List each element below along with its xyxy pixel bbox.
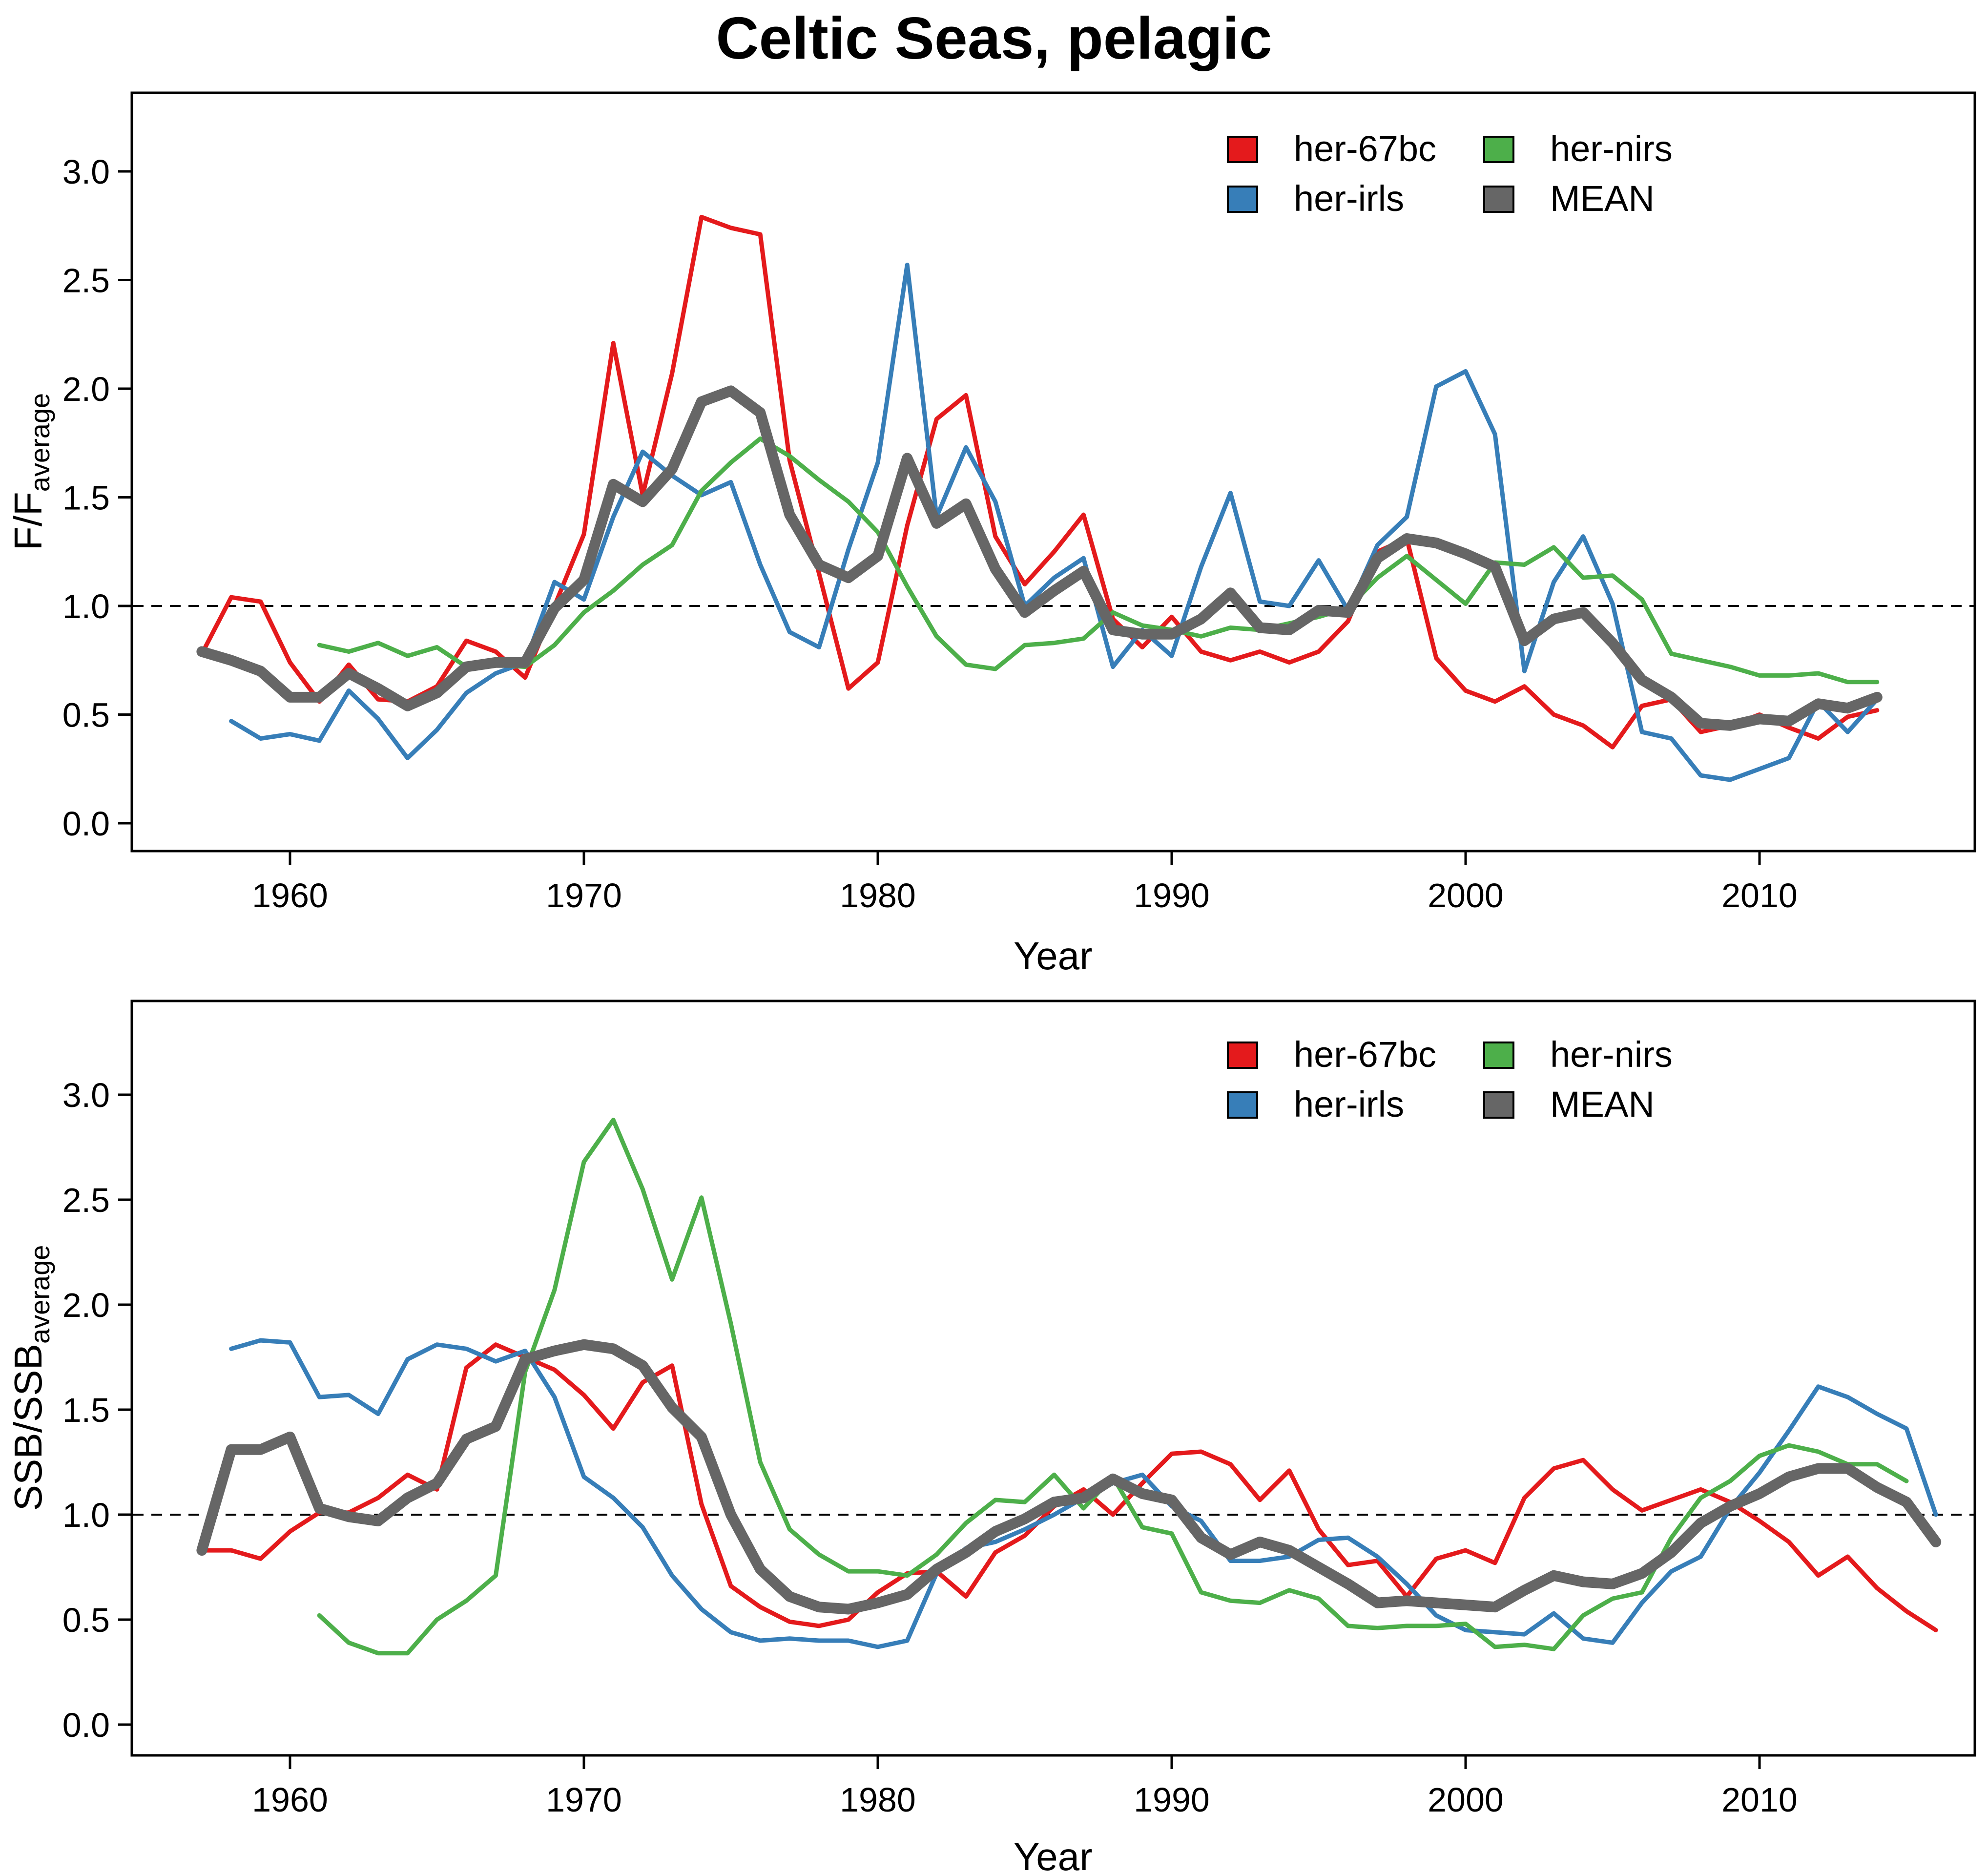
bottom-x-tick-label: 1970 [546, 1781, 622, 1819]
bottom-legend-label-mean: MEAN [1550, 1084, 1655, 1125]
top-legend: her-67bc her-nirs her-irls MEAN [1227, 128, 1673, 219]
bottom-y-axis-title: SSB/SSBaverage [6, 1245, 55, 1511]
top-y-axis-title-main: F/F [6, 492, 50, 550]
top-y-tick-label: 3.0 [62, 153, 110, 191]
bottom-legend-label-her-irls: her-irls [1294, 1084, 1404, 1125]
bottom-x-tick-label: 2010 [1721, 1781, 1798, 1819]
bottom-y-tick-label: 0.5 [62, 1601, 110, 1639]
top-legend-swatch-her-irls [1227, 186, 1258, 213]
figure-title: Celtic Seas, pelagic [716, 5, 1272, 71]
bottom-series-lines [196, 1118, 1942, 1656]
bottom-plot-frame [130, 1000, 1976, 1757]
bottom-y-tick-marks: 0.0 0.5 1.0 1.5 2.0 2.5 3.0 [62, 1076, 132, 1744]
top-x-axis-title: Year [1014, 934, 1093, 978]
top-legend-item-mean: MEAN [1483, 178, 1655, 219]
top-legend-label-her-nirs: her-nirs [1550, 128, 1673, 169]
top-x-tick-label: 2010 [1721, 876, 1798, 915]
bottom-y-tick-label: 0.0 [62, 1706, 110, 1744]
top-legend-item-her-67bc: her-67bc [1227, 128, 1436, 169]
top-series-her-nirs [317, 436, 1880, 685]
bottom-x-tick-label: 1960 [252, 1781, 328, 1819]
top-x-tick-label: 1960 [252, 876, 328, 915]
top-y-tick-label: 1.5 [62, 479, 110, 517]
bottom-panel: 0.0 0.5 1.0 1.5 2.0 2.5 3.0 1960 1970 1980 1990 20… [6, 1000, 1976, 1875]
bottom-legend-label-her-nirs: her-nirs [1550, 1034, 1673, 1075]
bottom-legend-swatch-her-67bc [1227, 1042, 1258, 1069]
bottom-legend-item-mean: MEAN [1483, 1084, 1655, 1125]
top-legend-label-mean: MEAN [1550, 178, 1655, 219]
bottom-y-tick-label: 1.0 [62, 1496, 110, 1534]
top-y-tick-label: 1.0 [62, 587, 110, 625]
bottom-legend-item-her-irls: her-irls [1227, 1084, 1404, 1125]
top-y-tick-label: 0.5 [62, 696, 110, 734]
top-series-lines [196, 215, 1883, 782]
bottom-legend-swatch-her-irls [1227, 1091, 1258, 1119]
bottom-legend-swatch-her-nirs [1483, 1042, 1514, 1069]
top-y-tick-label: 2.0 [62, 370, 110, 408]
top-legend-label-her-irls: her-irls [1294, 178, 1404, 219]
top-legend-swatch-her-67bc [1227, 136, 1258, 163]
bottom-x-axis-title: Year [1014, 1835, 1093, 1875]
bottom-legend-label-her-67bc: her-67bc [1294, 1034, 1436, 1075]
top-legend-swatch-her-nirs [1483, 136, 1514, 163]
top-x-tick-label: 1990 [1134, 876, 1210, 915]
bottom-y-tick-label: 2.5 [62, 1181, 110, 1219]
bottom-x-tick-label: 2000 [1428, 1781, 1504, 1819]
bottom-y-axis-title-main: SSB/SSB [6, 1344, 50, 1511]
top-plot-frame [130, 91, 1976, 853]
top-y-tick-label: 0.0 [62, 805, 110, 843]
top-y-tick-label: 2.5 [62, 262, 110, 300]
bottom-legend-swatch-mean [1483, 1091, 1514, 1119]
top-x-tick-label: 2000 [1428, 876, 1504, 915]
top-y-tick-marks: 0.0 0.5 1.0 1.5 2.0 2.5 3.0 [62, 153, 132, 843]
top-series-mean [196, 385, 1883, 731]
top-y-axis-title: F/Faverage [6, 393, 55, 550]
bottom-x-tick-label: 1980 [840, 1781, 916, 1819]
top-x-tick-label: 1970 [546, 876, 622, 915]
top-legend-item-her-nirs: her-nirs [1483, 128, 1673, 169]
bottom-x-tick-marks: 1960 1970 1980 1990 2000 2010 [252, 1755, 1798, 1819]
bottom-y-axis-title-sub: average [24, 1245, 55, 1344]
bottom-legend: her-67bc her-nirs her-irls MEAN [1227, 1034, 1673, 1125]
top-series-her-67bc [199, 215, 1880, 750]
top-series-her-irls [229, 262, 1880, 782]
bottom-y-tick-label: 3.0 [62, 1076, 110, 1114]
top-legend-swatch-mean [1483, 186, 1514, 213]
top-panel: 0.0 0.5 1.0 1.5 2.0 2.5 3.0 1960 1970 1980 1990 20… [6, 91, 1976, 978]
top-x-tick-marks: 1960 1970 1980 1990 2000 2010 [252, 851, 1798, 915]
top-y-axis-title-sub: average [24, 393, 55, 492]
top-x-tick-label: 1980 [840, 876, 916, 915]
top-legend-label-her-67bc: her-67bc [1294, 128, 1436, 169]
top-legend-item-her-irls: her-irls [1227, 178, 1404, 219]
bottom-legend-item-her-67bc: her-67bc [1227, 1034, 1436, 1075]
bottom-y-tick-label: 2.0 [62, 1286, 110, 1324]
bottom-x-tick-label: 1990 [1134, 1781, 1210, 1819]
bottom-y-tick-label: 1.5 [62, 1391, 110, 1429]
bottom-series-mean [196, 1339, 1942, 1615]
bottom-legend-item-her-nirs: her-nirs [1483, 1034, 1673, 1075]
